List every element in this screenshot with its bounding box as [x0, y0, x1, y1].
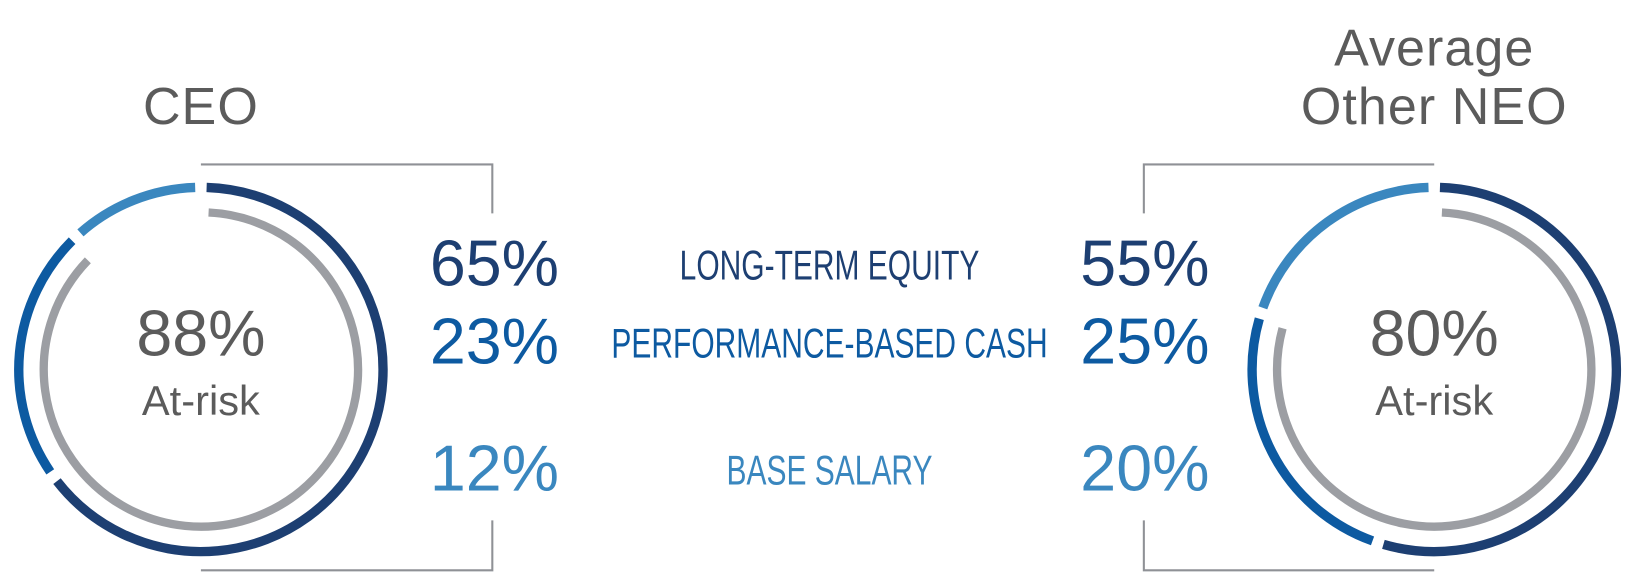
value-label: 55% — [1080, 228, 1209, 300]
center-label: At-risk — [1375, 377, 1493, 424]
title-box: Average Other NEO — [1300, 18, 1568, 136]
at-risk-arc — [39, 208, 363, 531]
value-label: 20% — [1080, 433, 1209, 505]
category-label: LONG-TERM EQUITY — [680, 242, 980, 289]
brackets — [200, 163, 1435, 572]
chart-title: Average Other NEO — [1300, 18, 1568, 136]
title-box: CEO — [142, 77, 259, 136]
donut-segment — [1247, 317, 1375, 546]
value-label: 25% — [1080, 306, 1209, 378]
center-value: 88% — [136, 297, 265, 369]
donut-segment — [53, 182, 388, 557]
bracket — [1142, 520, 1435, 572]
chart-title: CEO — [142, 77, 259, 136]
donut-segment — [77, 182, 196, 237]
category-label: PERFORMANCE-BASED CASH — [611, 320, 1047, 367]
value-label: 65% — [430, 228, 559, 300]
donut-segment — [1382, 182, 1622, 557]
value-label: 23% — [430, 306, 559, 378]
center-label: At-risk — [142, 377, 260, 424]
donut-segment — [1258, 182, 1429, 310]
bracket — [200, 520, 494, 572]
donut-segment — [14, 237, 76, 475]
at-risk-arc — [1272, 208, 1596, 531]
bracket — [1142, 163, 1435, 214]
category-label: BASE SALARY — [727, 447, 933, 494]
bracket — [200, 163, 494, 214]
center-value: 80% — [1370, 297, 1499, 369]
value-label: 12% — [430, 433, 559, 505]
